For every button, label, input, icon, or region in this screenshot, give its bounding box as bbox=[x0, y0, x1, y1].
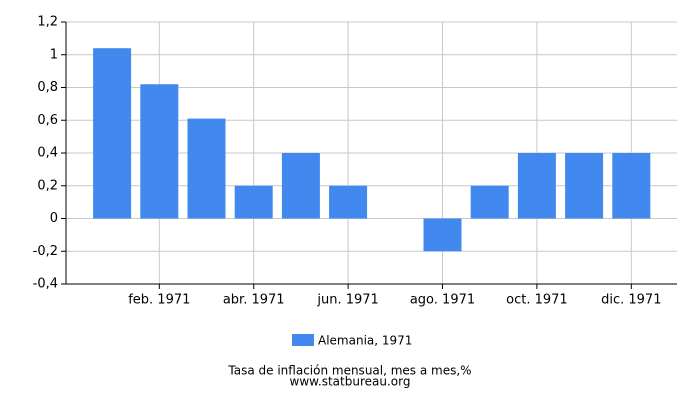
y-tick-label: 1 bbox=[50, 47, 58, 62]
chart-caption: Tasa de inflación mensual, mes a mes,% bbox=[227, 364, 471, 378]
bar bbox=[470, 185, 509, 219]
y-tick-label: 1,2 bbox=[37, 15, 58, 30]
x-tick-label: abr. 1971 bbox=[223, 293, 285, 308]
y-tick-label: 0,6 bbox=[37, 113, 58, 128]
y-tick-label: 0,4 bbox=[37, 146, 58, 161]
legend-swatch bbox=[292, 334, 314, 346]
bar bbox=[140, 84, 179, 219]
chart-source: www.statbureau.org bbox=[290, 375, 411, 389]
x-tick-label: dic. 1971 bbox=[601, 293, 661, 308]
y-tick-label: -0,4 bbox=[33, 277, 58, 292]
y-tick-label: -0,2 bbox=[33, 244, 58, 259]
y-tick-label: 0 bbox=[50, 211, 58, 226]
y-tick-label: 0,2 bbox=[37, 178, 58, 193]
bar bbox=[565, 153, 604, 219]
x-tick-label: feb. 1971 bbox=[128, 293, 190, 308]
bar bbox=[93, 48, 132, 219]
x-tick-label: oct. 1971 bbox=[506, 293, 568, 308]
bar bbox=[281, 153, 320, 219]
bar bbox=[234, 185, 273, 219]
legend-label: Alemania, 1971 bbox=[318, 334, 412, 348]
x-tick-label: jun. 1971 bbox=[316, 293, 378, 308]
bar bbox=[329, 185, 368, 219]
x-tick-label: ago. 1971 bbox=[410, 293, 475, 308]
y-tick-label: 0,8 bbox=[37, 80, 58, 95]
bar bbox=[187, 118, 226, 219]
bar bbox=[612, 153, 651, 219]
bar bbox=[423, 218, 462, 252]
bar bbox=[517, 153, 556, 219]
